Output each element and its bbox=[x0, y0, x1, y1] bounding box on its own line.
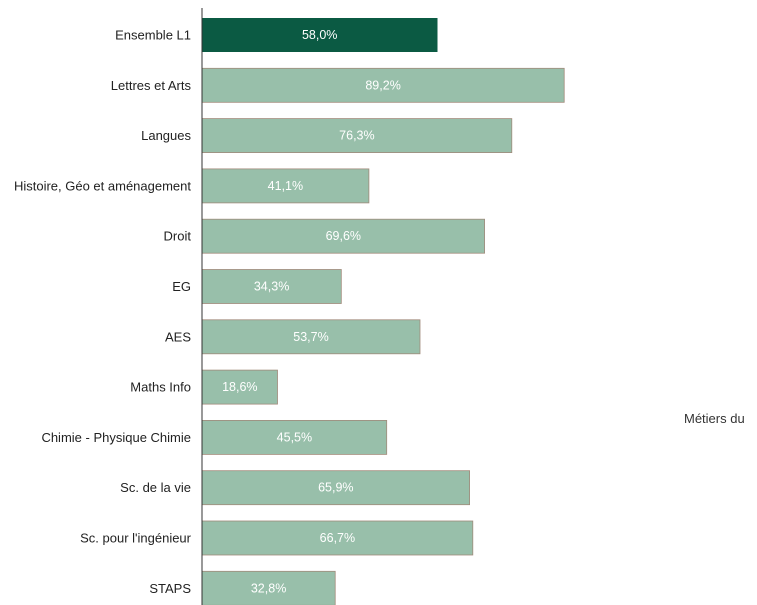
category-label-2: Langues bbox=[141, 128, 191, 143]
category-label-7: Maths Info bbox=[130, 380, 191, 395]
value-label-11: 32,8% bbox=[251, 581, 286, 595]
category-label-5: EG bbox=[172, 279, 191, 294]
value-label-2: 76,3% bbox=[339, 129, 374, 143]
side-note-text: Métiers du bbox=[684, 411, 745, 426]
bar-2 bbox=[201, 118, 513, 153]
bars-group bbox=[201, 18, 565, 605]
value-label-7: 18,6% bbox=[222, 380, 257, 394]
value-label-0: 58,0% bbox=[302, 28, 337, 42]
value-label-8: 45,5% bbox=[277, 430, 312, 444]
value-label-5: 34,3% bbox=[254, 280, 289, 294]
bar-7 bbox=[201, 369, 278, 405]
category-labels-group: Ensemble L1 Lettres et Arts Langues Histoir… bbox=[14, 28, 192, 596]
value-label-6: 53,7% bbox=[293, 330, 328, 344]
bar-0 bbox=[202, 18, 438, 52]
category-label-3: Histoire, Géo et aménagement bbox=[14, 178, 191, 193]
value-labels-group: 58,0% 89,2% 76,3% 41,1% 69,6% 34,3% 53,7% 18,6%… bbox=[222, 28, 401, 595]
bar-4 bbox=[201, 218, 486, 254]
category-label-10: Sc. pour l'ingénieur bbox=[80, 531, 192, 546]
bar-3 bbox=[201, 168, 370, 204]
value-label-10: 66,7% bbox=[320, 531, 355, 545]
category-label-6: AES bbox=[165, 329, 191, 344]
category-label-1: Lettres et Arts bbox=[111, 78, 192, 93]
category-label-8: Chimie - Physique Chimie bbox=[41, 430, 191, 445]
value-label-1: 89,2% bbox=[365, 78, 400, 92]
bar-6 bbox=[201, 319, 421, 355]
category-label-11: STAPS bbox=[149, 581, 191, 596]
bar-5 bbox=[201, 269, 342, 304]
category-label-9: Sc. de la vie bbox=[120, 480, 191, 495]
value-label-4: 69,6% bbox=[326, 229, 361, 243]
bar-1 bbox=[201, 67, 565, 103]
category-label-0: Ensemble L1 bbox=[115, 28, 191, 43]
category-label-4: Droit bbox=[164, 229, 192, 244]
value-label-3: 41,1% bbox=[268, 179, 303, 193]
value-label-9: 65,9% bbox=[318, 481, 353, 495]
bar-10 bbox=[201, 520, 474, 556]
